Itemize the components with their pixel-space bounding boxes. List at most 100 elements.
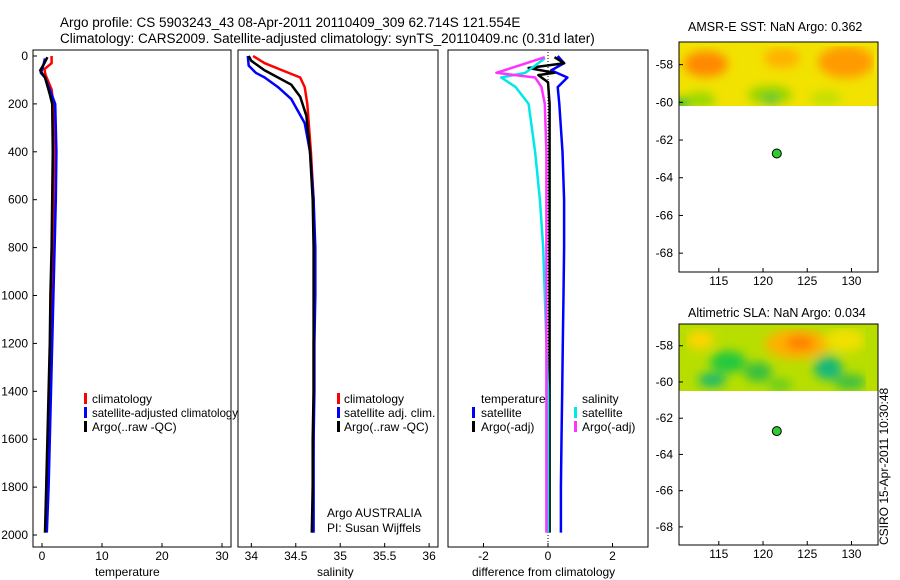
temperature-x-label: temperature (95, 565, 160, 579)
y-tick-label: 200 (8, 97, 28, 111)
x-tick-label: 130 (841, 547, 861, 561)
y-tick-label: -66 (656, 208, 674, 222)
sla-y-axis: -58 -60 -62 -64 -66 -68 (656, 339, 683, 534)
y-tick-label: -58 (656, 58, 674, 72)
legend-label-sal-satellite: satellite (582, 406, 623, 420)
y-tick-label: -68 (656, 246, 674, 260)
y-tick-label: 600 (8, 193, 28, 207)
legend-swatch-satellite-adjusted (84, 407, 87, 418)
series-line-argo-raw-qc- (38, 56, 55, 533)
y-tick-label: 2000 (1, 528, 28, 542)
x-tick-label: 34 (245, 549, 259, 563)
y-tick-label: -58 (656, 339, 674, 353)
difference-legend: temperature satellite Argo(-adj) salinit… (472, 392, 635, 434)
salinity-panel: 34 34.5 35 35.5 36 salinity climatology sate… (237, 49, 439, 579)
y-tick-label: -60 (656, 375, 674, 389)
sla-map-title: Altimetric SLA: NaN Argo: 0.034 (688, 306, 866, 320)
series-line-salinity-satellite (499, 57, 550, 533)
figure-title-line2: Climatology: CARS2009. Satellite-adjuste… (60, 31, 595, 46)
sla-map-axes (678, 323, 879, 546)
legend-swatch-temp-argo (472, 421, 475, 432)
temperature-y-axis: 0 200 400 600 800 1000 1200 1400 1600 1800 2000 (1, 49, 37, 542)
x-tick-label: 34.5 (284, 549, 308, 563)
temperature-axes (32, 49, 232, 548)
legend-swatch-temp-satellite (472, 407, 475, 418)
y-tick-label: -64 (656, 447, 674, 461)
series-line-temperature-argo-adj- (527, 56, 566, 533)
y-tick-label: -60 (656, 95, 674, 109)
sst-map-axes (678, 41, 879, 273)
sst-field (679, 42, 878, 106)
series-line-temperature-satellite (549, 55, 569, 533)
legend-swatch-sal-satellite (574, 407, 577, 418)
y-tick-label: -62 (656, 133, 674, 147)
x-tick-label: -2 (478, 549, 489, 563)
difference-series (495, 55, 569, 533)
x-tick-label: 2 (609, 549, 616, 563)
legend-label-climatology: climatology (344, 392, 404, 406)
y-tick-label: -62 (656, 411, 674, 425)
pi-label: PI: Susan Wijffels (327, 521, 421, 535)
legend-label-sal-argo: Argo(-adj) (582, 420, 635, 434)
series-line-salinity-argo-adj- (495, 56, 548, 533)
salinity-series (246, 54, 317, 533)
series-line-satellite-adj-clim- (246, 55, 317, 533)
x-tick-label: 30 (215, 549, 229, 563)
legend-swatch-climatology (84, 393, 87, 404)
x-tick-label: 35 (334, 549, 348, 563)
x-tick-label: 130 (841, 274, 861, 288)
x-tick-label: 10 (95, 549, 109, 563)
x-tick-label: 125 (797, 274, 817, 288)
salinity-axes (237, 49, 439, 548)
y-tick-label: 1400 (1, 384, 28, 398)
difference-panel: -2 0 2 difference from climatology tempera… (447, 49, 649, 579)
y-tick-label: 1000 (1, 289, 28, 303)
legend-label-argo-raw: Argo(..raw -QC) (92, 420, 177, 434)
sst-map-title: AMSR-E SST: NaN Argo: 0.362 (688, 20, 862, 34)
x-tick-label: 115 (709, 547, 728, 561)
y-tick-label: -66 (656, 484, 674, 498)
legend-swatch-argo-raw (337, 421, 340, 432)
sla-map-panel: Altimetric SLA: NaN Argo: 0.034 -58 -60 -6… (656, 306, 879, 561)
x-tick-label: 120 (753, 547, 773, 561)
sst-x-axis: 115 120 125 130 (709, 268, 862, 288)
x-tick-label: 125 (797, 547, 817, 561)
sla-field (679, 324, 878, 391)
argo-program-label: Argo AUSTRALIA (327, 506, 422, 520)
legend-swatch-climatology (337, 393, 340, 404)
legend-label-satellite-adjusted: satellite-adjusted climatology (92, 406, 238, 420)
legend-title-salinity: salinity (582, 392, 619, 406)
series-line-argo-raw-qc- (247, 55, 315, 533)
x-tick-label: 20 (155, 549, 169, 563)
x-tick-label: 115 (709, 274, 728, 288)
temperature-panel: 0 200 400 600 800 1000 1200 1400 1600 1800 2000 0 1… (1, 49, 238, 579)
legend-label-temp-satellite: satellite (481, 406, 522, 420)
profile-location-marker (771, 426, 782, 437)
x-tick-label: 120 (753, 274, 773, 288)
legend-swatch-sal-argo (574, 421, 577, 432)
salinity-x-axis: 34 34.5 35 35.5 36 (245, 543, 436, 563)
x-tick-label: 35.5 (373, 549, 397, 563)
y-tick-label: 400 (8, 145, 28, 159)
salinity-legend: climatology satellite adj. clim. Argo(..… (337, 392, 435, 434)
salinity-x-label: salinity (317, 565, 354, 579)
csiro-timestamp: CSIRO 15-Apr-2011 10:30:48 (877, 387, 891, 545)
legend-title-temperature: temperature (481, 392, 546, 406)
temperature-series (38, 56, 58, 533)
y-tick-label: 800 (8, 241, 28, 255)
legend-label-satellite-adj: satellite adj. clim. (344, 406, 435, 420)
x-tick-label: 36 (422, 549, 436, 563)
temperature-x-axis: 0 10 20 30 (39, 543, 229, 563)
y-tick-label: 1600 (1, 432, 28, 446)
figure-title-line1: Argo profile: CS 5903243_43 08-Apr-2011 … (60, 15, 520, 30)
legend-label-temp-argo: Argo(-adj) (481, 420, 534, 434)
y-tick-label: -64 (656, 171, 674, 185)
legend-label-argo-raw: Argo(..raw -QC) (344, 420, 429, 434)
sst-map-panel: AMSR-E SST: NaN Argo: 0.362 -58 -60 -62 -64… (656, 20, 879, 288)
y-tick-label: -68 (656, 520, 674, 534)
y-tick-label: 1200 (1, 336, 28, 350)
sla-x-axis: 115 120 125 130 (709, 541, 862, 561)
temperature-legend: climatology satellite-adjusted climatolo… (84, 392, 238, 434)
x-tick-label: 0 (545, 549, 552, 563)
